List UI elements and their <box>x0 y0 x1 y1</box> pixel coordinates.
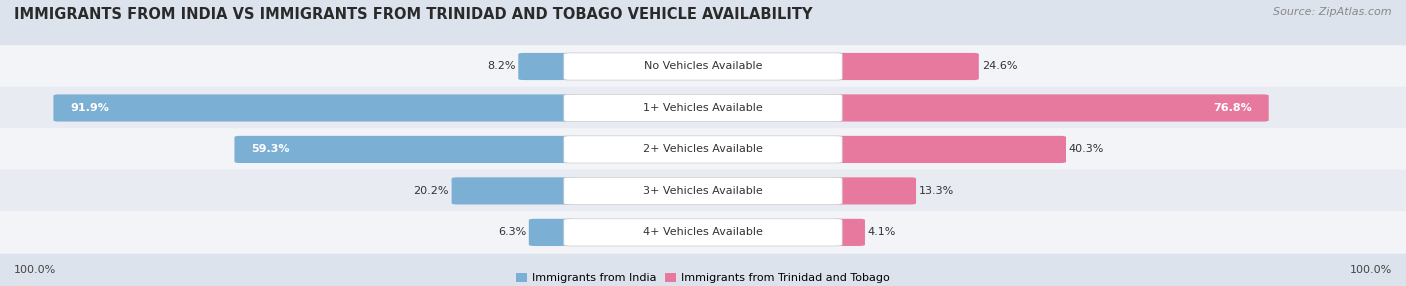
Text: 20.2%: 20.2% <box>413 186 449 196</box>
Text: 24.6%: 24.6% <box>981 61 1017 72</box>
FancyBboxPatch shape <box>564 53 842 80</box>
Text: 4.1%: 4.1% <box>868 227 896 237</box>
Text: 1+ Vehicles Available: 1+ Vehicles Available <box>643 103 763 113</box>
Text: IMMIGRANTS FROM INDIA VS IMMIGRANTS FROM TRINIDAD AND TOBAGO VEHICLE AVAILABILIT: IMMIGRANTS FROM INDIA VS IMMIGRANTS FROM… <box>14 7 813 22</box>
FancyBboxPatch shape <box>451 177 575 204</box>
FancyBboxPatch shape <box>831 94 1268 122</box>
FancyBboxPatch shape <box>519 53 575 80</box>
FancyBboxPatch shape <box>0 170 1406 212</box>
FancyBboxPatch shape <box>831 219 865 246</box>
FancyBboxPatch shape <box>53 94 575 122</box>
Text: 3+ Vehicles Available: 3+ Vehicles Available <box>643 186 763 196</box>
FancyBboxPatch shape <box>564 94 842 122</box>
Text: 8.2%: 8.2% <box>486 61 516 72</box>
FancyBboxPatch shape <box>0 87 1406 129</box>
Text: 100.0%: 100.0% <box>14 265 56 275</box>
Legend: Immigrants from India, Immigrants from Trinidad and Tobago: Immigrants from India, Immigrants from T… <box>516 273 890 283</box>
Text: 13.3%: 13.3% <box>920 186 955 196</box>
Text: 6.3%: 6.3% <box>498 227 526 237</box>
FancyBboxPatch shape <box>831 177 917 204</box>
Text: 76.8%: 76.8% <box>1213 103 1251 113</box>
FancyBboxPatch shape <box>0 45 1406 88</box>
Text: No Vehicles Available: No Vehicles Available <box>644 61 762 72</box>
FancyBboxPatch shape <box>564 219 842 246</box>
Text: Source: ZipAtlas.com: Source: ZipAtlas.com <box>1274 7 1392 17</box>
FancyBboxPatch shape <box>529 219 575 246</box>
FancyBboxPatch shape <box>0 128 1406 171</box>
FancyBboxPatch shape <box>831 53 979 80</box>
FancyBboxPatch shape <box>235 136 575 163</box>
Text: 91.9%: 91.9% <box>70 103 110 113</box>
Text: 4+ Vehicles Available: 4+ Vehicles Available <box>643 227 763 237</box>
FancyBboxPatch shape <box>564 136 842 163</box>
FancyBboxPatch shape <box>564 177 842 204</box>
Text: 100.0%: 100.0% <box>1350 265 1392 275</box>
FancyBboxPatch shape <box>0 211 1406 254</box>
Text: 40.3%: 40.3% <box>1069 144 1104 154</box>
FancyBboxPatch shape <box>831 136 1066 163</box>
Text: 59.3%: 59.3% <box>252 144 290 154</box>
Text: 2+ Vehicles Available: 2+ Vehicles Available <box>643 144 763 154</box>
